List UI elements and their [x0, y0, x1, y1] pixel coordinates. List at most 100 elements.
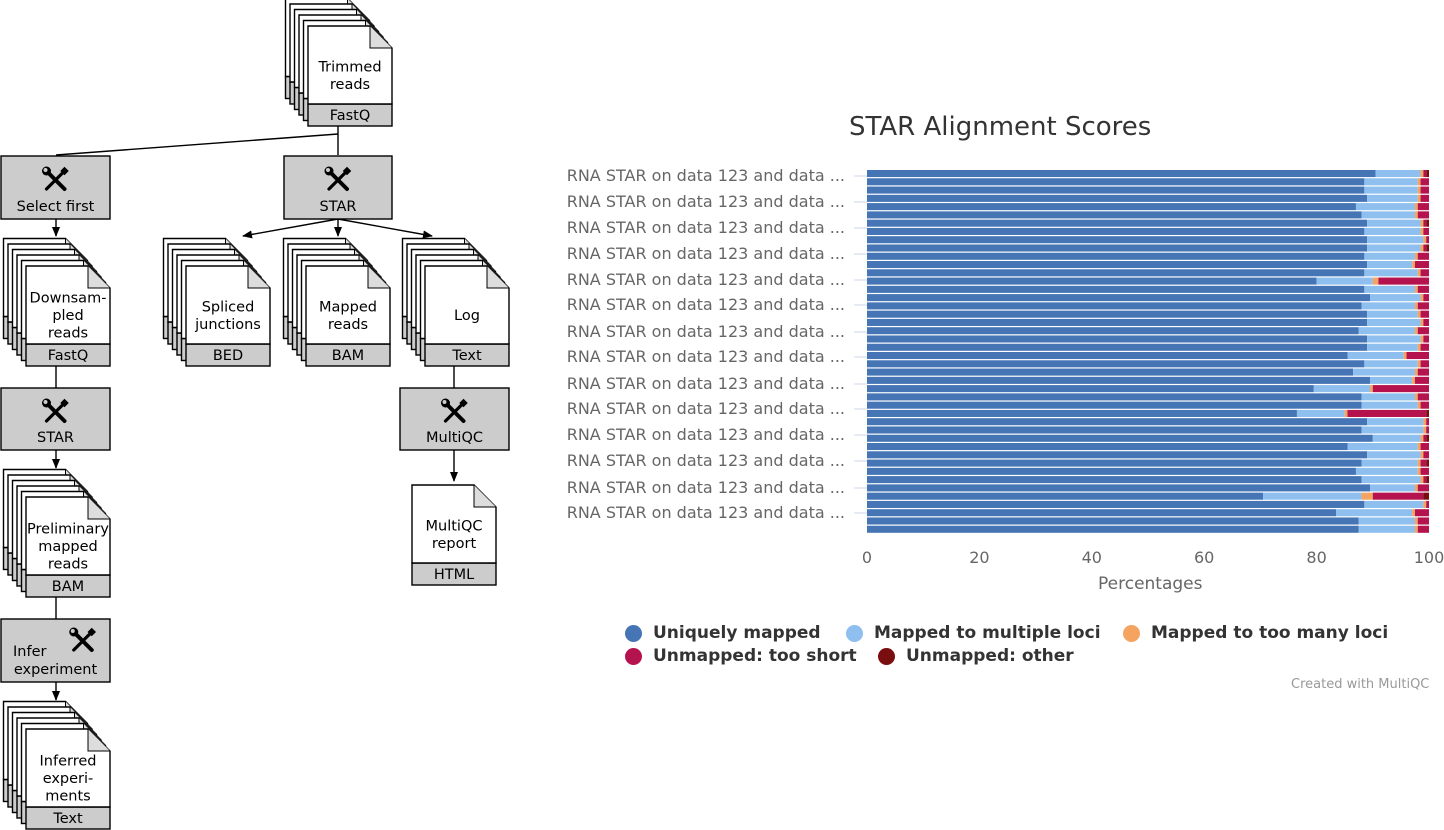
workflow-edges — [52, 126, 458, 701]
dataset-label-line-0: Trimmed — [317, 59, 381, 75]
tool-label-line-1: experiment — [14, 662, 98, 678]
tools-icon — [42, 166, 69, 191]
dataset-log[interactable]: Log Text — [401, 237, 510, 367]
tool-tool-multiqc[interactable]: MultiQC — [399, 387, 510, 451]
legend-item-uniquely-mapped[interactable]: Uniquely mapped — [625, 623, 821, 643]
legend-marker — [878, 647, 895, 665]
legend-item-mapped-to-too-many-loci[interactable]: Mapped to too many loci — [1123, 623, 1388, 643]
category-label: RNA STAR on data 123 and data ... — [566, 451, 845, 470]
dataset-label-line-1: pled — [52, 308, 83, 324]
dataset-multiqc-report[interactable]: MultiQC report HTML — [411, 484, 497, 586]
legend-item-mapped-to-multiple-loci[interactable]: Mapped to multiple loci — [846, 623, 1101, 643]
legend-marker — [625, 624, 642, 642]
dataset-label-line-0: MultiQC — [426, 518, 483, 534]
tool-label: MultiQC — [426, 430, 483, 446]
legend-item-unmapped-too-short[interactable]: Unmapped: too short — [625, 646, 857, 666]
category-label: RNA STAR on data 123 and data ... — [566, 295, 845, 314]
dataset-trimmed-reads[interactable]: Trimmed reads FastQ — [284, 0, 393, 127]
dataset-format: Text — [451, 348, 482, 364]
tools-icon — [324, 166, 352, 191]
card-fold — [87, 497, 110, 520]
legend-item-unmapped-other[interactable]: Unmapped: other — [878, 646, 1074, 666]
dataset-label-line-1: reads — [330, 77, 370, 93]
legend-label: Unmapped: too short — [653, 646, 857, 666]
tool-label-line-0: Infer — [13, 644, 46, 660]
dataset-label-line-1: mapped — [38, 539, 98, 555]
category-label: RNA STAR on data 123 and data ... — [566, 166, 845, 185]
category-label: RNA STAR on data 123 and data ... — [566, 244, 845, 263]
dataset-label-line-1: junctions — [194, 317, 261, 333]
edge-trimmed-to-select-first — [55, 133, 339, 156]
card-fold — [367, 266, 390, 289]
tool-box — [0, 387, 111, 451]
category-label: RNA STAR on data 123 and data ... — [566, 270, 845, 289]
tool-tool-star-main[interactable]: STAR — [283, 155, 393, 220]
tool-label: Select first — [17, 199, 95, 215]
legend-marker — [625, 647, 642, 665]
legend-label: Unmapped: other — [906, 646, 1074, 666]
category-label: RNA STAR on data 123 and data ... — [566, 399, 845, 418]
tool-label: STAR — [320, 199, 357, 215]
credits-link[interactable]: Created with MultiQC — [1291, 677, 1430, 692]
x-axis-title: Percentages — [1098, 574, 1203, 594]
card-fold — [87, 266, 110, 289]
dataset-spliced-junctions[interactable]: Spliced junctions BED — [162, 237, 271, 367]
tool-label: STAR — [37, 430, 74, 446]
chart-title: STAR Alignment Scores — [849, 112, 1152, 142]
dataset-format: FastQ — [330, 108, 371, 124]
legend-marker — [1123, 624, 1140, 642]
category-label: RNA STAR on data 123 and data ... — [566, 478, 845, 497]
tools-icon — [42, 398, 69, 423]
card-fold — [87, 729, 110, 752]
dataset-label-line-1: reads — [328, 317, 368, 333]
dataset-label-line-2: ments — [45, 789, 90, 805]
dataset-label-line-0: Downsam- — [30, 291, 107, 307]
dataset-label-line-0: Inferred — [40, 754, 97, 770]
dataset-format: HTML — [434, 567, 474, 583]
card-fold — [473, 485, 496, 508]
dataset-format: FastQ — [48, 348, 89, 364]
dataset-downsampled-reads[interactable]: Downsam-pled reads FastQ — [2, 237, 111, 367]
x-tick-label: 20 — [969, 548, 990, 567]
tool-tool-star-prelim[interactable]: STAR — [0, 387, 111, 451]
dataset-label-line-0: Log — [454, 308, 480, 324]
dataset-format: BED — [213, 348, 243, 364]
dataset-label-line-0: Spliced — [202, 299, 255, 315]
tool-box — [283, 155, 393, 220]
category-label: RNA STAR on data 123 and data ... — [566, 425, 845, 444]
legend-label: Uniquely mapped — [653, 623, 821, 643]
edge-star-to-log — [337, 218, 433, 239]
x-tick-label: 80 — [1306, 548, 1327, 567]
tool-box — [0, 155, 111, 220]
dataset-mapped-reads[interactable]: Mapped reads BAM — [282, 237, 391, 367]
card-fold — [369, 26, 392, 49]
tool-tool-infer-experiment[interactable]: Infer experiment — [0, 618, 111, 683]
dataset-label-line-0: Mapped — [319, 299, 377, 315]
x-tick-label: 40 — [1081, 548, 1102, 567]
category-label: RNA STAR on data 123 and data ... — [566, 218, 845, 237]
dataset-format: BAM — [52, 579, 84, 595]
edge-star-to-junctions — [242, 218, 339, 239]
category-label: RNA STAR on data 123 and data ... — [566, 192, 845, 211]
category-label: RNA STAR on data 123 and data ... — [566, 374, 845, 393]
dataset-label-line-0: Preliminary — [27, 522, 109, 538]
tools-icon — [69, 627, 96, 652]
category-label: RNA STAR on data 123 and data ... — [566, 347, 845, 366]
tools-icon — [441, 398, 468, 423]
legend-marker — [846, 624, 863, 642]
dataset-label-line-1: experi- — [43, 771, 94, 787]
legend-label: Mapped to multiple loci — [874, 623, 1101, 643]
card-fold — [247, 266, 270, 289]
card-fold — [486, 266, 509, 289]
dataset-format: BAM — [332, 348, 364, 364]
x-tick-label: 60 — [1194, 548, 1215, 567]
dataset-label-line-2: reads — [48, 326, 88, 342]
tool-box — [399, 387, 510, 451]
legend-label: Mapped to too many loci — [1151, 623, 1389, 643]
dataset-label-line-2: reads — [48, 557, 88, 573]
dataset-label-line-1: report — [432, 536, 477, 552]
tool-tool-select-first[interactable]: Select first — [0, 155, 111, 220]
